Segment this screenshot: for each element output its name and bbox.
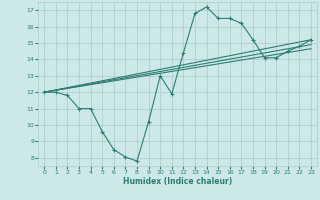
X-axis label: Humidex (Indice chaleur): Humidex (Indice chaleur)	[123, 177, 232, 186]
